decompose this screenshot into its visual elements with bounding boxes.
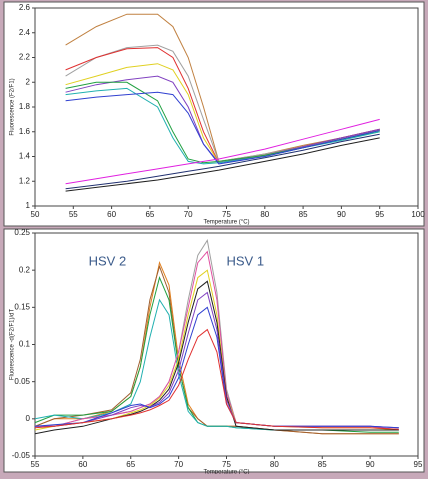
y-tick-label: 0 — [26, 414, 31, 423]
panel-frame — [3, 228, 425, 473]
y-tick-label: -0.05 — [12, 451, 31, 460]
series-line — [65, 137, 380, 192]
x-tick-label: 60 — [78, 460, 87, 469]
x-tick-label: 55 — [31, 460, 40, 469]
series-line — [65, 91, 380, 165]
x-tick-label: 75 — [222, 210, 231, 219]
x-tick-label: 100 — [411, 210, 425, 219]
x-axis-label: Temperature (°C) — [203, 220, 249, 226]
x-tick-label: 65 — [126, 460, 135, 469]
y-tick-label: 2.2 — [19, 53, 31, 62]
series-line — [34, 328, 399, 430]
series-line — [65, 13, 380, 162]
series-line — [65, 75, 380, 164]
x-tick-label: 85 — [299, 210, 308, 219]
x-tick-label: 95 — [375, 210, 384, 219]
y-tick-label: 0.25 — [14, 228, 30, 237]
annotation: HSV 2 — [89, 253, 127, 268]
y-tick-label: 2.6 — [19, 3, 31, 12]
y-tick-label: 0.1 — [19, 340, 31, 349]
y-axis-label: Fluorescence -d(F2/F1)/dT — [10, 308, 16, 380]
y-tick-label: 2.4 — [19, 28, 31, 37]
x-tick-label: 75 — [222, 460, 231, 469]
y-tick-label: 0.15 — [14, 302, 30, 311]
annotation: HSV 1 — [227, 253, 265, 268]
x-tick-label: 50 — [31, 210, 40, 219]
x-tick-label: 70 — [184, 210, 193, 219]
x-tick-label: 60 — [107, 210, 116, 219]
x-tick-label: 80 — [260, 210, 269, 219]
y-tick-label: 1.2 — [19, 176, 31, 185]
x-tick-label: 65 — [145, 210, 154, 219]
x-axis-label: Temperature (°C) — [203, 470, 249, 474]
y-tick-label: 2 — [26, 77, 31, 86]
x-tick-label: 85 — [318, 460, 327, 469]
series-line — [65, 118, 380, 185]
x-tick-label: 70 — [174, 460, 183, 469]
x-tick-label: 90 — [366, 460, 375, 469]
y-tick-label: 1 — [26, 201, 31, 210]
series-line — [65, 133, 380, 190]
x-tick-label: 95 — [414, 460, 423, 469]
y-axis-label: Fluorescence (F2/F1) — [10, 78, 16, 135]
y-tick-label: 1.8 — [19, 102, 31, 111]
panel-frame — [3, 1, 425, 227]
y-tick-label: 0.2 — [19, 265, 31, 274]
y-tick-label: 0.05 — [14, 377, 30, 386]
y-tick-label: 1.6 — [19, 127, 31, 136]
y-tick-label: 1.4 — [19, 152, 31, 161]
x-tick-label: 90 — [337, 210, 346, 219]
x-tick-label: 80 — [270, 460, 279, 469]
x-tick-label: 55 — [69, 210, 78, 219]
